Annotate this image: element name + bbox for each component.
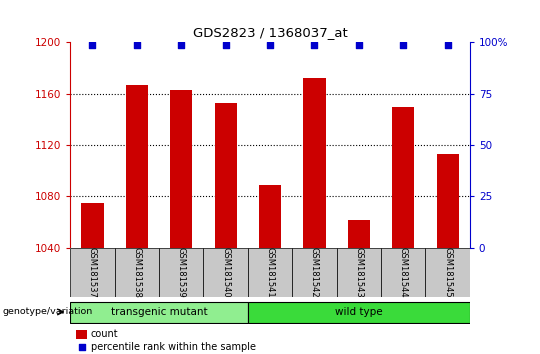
Bar — [259, 185, 281, 248]
Bar — [170, 90, 192, 248]
Bar — [70, 302, 248, 323]
Bar — [82, 203, 104, 248]
Text: GSM181538: GSM181538 — [132, 247, 141, 298]
Point — [399, 42, 408, 47]
Text: GSM181537: GSM181537 — [88, 247, 97, 298]
Text: wild type: wild type — [335, 307, 383, 317]
Text: genotype/variation: genotype/variation — [3, 307, 93, 316]
Bar — [436, 154, 458, 248]
Bar — [336, 248, 381, 297]
Text: GSM181544: GSM181544 — [399, 247, 408, 298]
Bar — [214, 103, 237, 248]
Title: GDS2823 / 1368037_at: GDS2823 / 1368037_at — [193, 25, 347, 39]
Text: percentile rank within the sample: percentile rank within the sample — [91, 342, 256, 352]
Point — [88, 42, 97, 47]
Bar — [114, 248, 159, 297]
Point — [77, 344, 86, 350]
Bar — [204, 248, 248, 297]
Bar — [248, 248, 292, 297]
Point — [221, 42, 230, 47]
Point — [310, 42, 319, 47]
Bar — [426, 248, 470, 297]
Bar — [248, 302, 470, 323]
Bar — [70, 248, 114, 297]
Text: count: count — [91, 329, 118, 339]
Text: GSM181545: GSM181545 — [443, 247, 452, 298]
Bar — [348, 219, 370, 248]
Text: GSM181542: GSM181542 — [310, 247, 319, 298]
Point — [266, 42, 274, 47]
Text: transgenic mutant: transgenic mutant — [111, 307, 207, 317]
Point — [443, 42, 452, 47]
Point — [177, 42, 186, 47]
Text: GSM181541: GSM181541 — [266, 247, 274, 298]
Bar — [392, 107, 414, 248]
Bar — [292, 248, 336, 297]
Text: GSM181543: GSM181543 — [354, 247, 363, 298]
Point — [132, 42, 141, 47]
Bar — [381, 248, 426, 297]
Bar — [126, 85, 148, 248]
Bar — [159, 248, 204, 297]
Text: GSM181539: GSM181539 — [177, 247, 186, 298]
Bar — [76, 330, 87, 339]
Text: GSM181540: GSM181540 — [221, 247, 230, 298]
Point — [354, 42, 363, 47]
Bar — [303, 78, 326, 248]
